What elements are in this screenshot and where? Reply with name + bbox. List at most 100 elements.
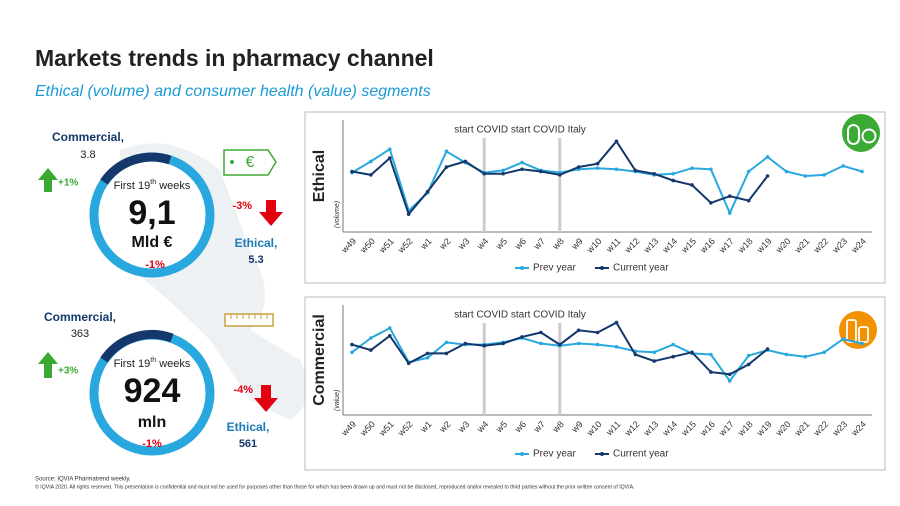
point [576,341,581,346]
point [765,347,770,351]
point [539,169,543,174]
point [463,159,468,164]
chart-frame [304,111,886,284]
period: First 19th weeks [114,179,191,192]
y-axis-sublabel: (value) [334,390,341,411]
total: 924 [124,372,181,410]
point [406,212,411,216]
point [841,164,845,168]
point [652,171,657,176]
point [652,359,657,363]
point [709,352,713,357]
y-axis-label: Ethical [311,150,328,202]
total-change: -1% [142,438,162,450]
point [501,341,505,346]
point [671,342,675,347]
point [614,320,619,325]
point [746,198,751,203]
point [746,169,751,174]
ethical-change: -4% [233,384,253,396]
point [425,189,430,194]
total-change: -1% [145,259,165,271]
period: First 19th weeks [114,357,191,370]
point [595,330,600,335]
point [425,356,430,360]
point [633,168,638,173]
legend-label: Prev year [533,449,576,460]
point [784,352,789,357]
point [614,345,619,349]
price-tag [223,149,277,176]
ring-segment [100,152,172,185]
commercial-label: Commercial, [44,310,116,324]
tablet [861,128,877,144]
series-line [351,326,863,383]
tag-text: € [246,154,255,171]
up-arrow [38,168,58,192]
point [860,341,864,346]
jar [858,326,869,343]
point [387,156,392,160]
commercial-change: +3% [58,366,78,377]
point [444,165,449,169]
point [369,173,373,177]
point [406,361,411,366]
point [482,343,487,348]
y-axis-sublabel: (volume) [334,201,341,228]
pill [847,124,860,145]
point [369,336,373,340]
commercial-value: 363 [71,328,89,340]
period-sup: th [150,179,156,186]
up-arrow [38,352,58,378]
point [727,372,732,377]
point [727,194,732,198]
tag-hole [230,160,234,164]
legend-label: Current year [613,449,669,460]
point [444,340,449,345]
ethical-label: Ethical, [235,236,278,250]
point [690,166,694,170]
copyright: © IQVIA 2020. All rights reserved. This … [35,483,634,490]
point [633,352,638,357]
point [387,334,392,338]
period-sup: th [150,357,156,364]
point [709,370,713,374]
point [671,171,675,176]
point [576,165,581,169]
ethical-value: 5.3 [248,254,263,266]
unit: mln [138,414,166,431]
ring-segment [100,330,174,363]
point [803,174,808,178]
point [652,350,657,355]
down-arrow [254,385,278,412]
period-suffix: weeks [156,358,191,370]
point [595,342,600,347]
point [803,354,808,359]
ethical-label: Ethical, [227,420,270,434]
point [746,353,751,358]
point [444,351,449,356]
point [727,211,732,215]
period-suffix: weeks [156,180,191,192]
point [690,350,694,355]
point [350,342,354,347]
point [557,173,562,177]
point [501,168,505,173]
point [727,379,732,383]
point [576,328,581,333]
period-prefix: First 19 [114,358,151,370]
commercial-value: 3.8 [80,149,95,161]
point [387,326,392,330]
point [369,159,373,164]
ethical-change: -3% [232,200,252,212]
annotation: start COVID start COVID Italy [454,125,586,136]
legend-label: Current year [613,263,669,274]
total: 9,1 [128,194,175,232]
point [369,348,373,352]
point [520,167,524,172]
point [822,173,827,177]
point [387,147,392,151]
point [822,350,827,355]
ethical-value: 561 [239,438,257,450]
